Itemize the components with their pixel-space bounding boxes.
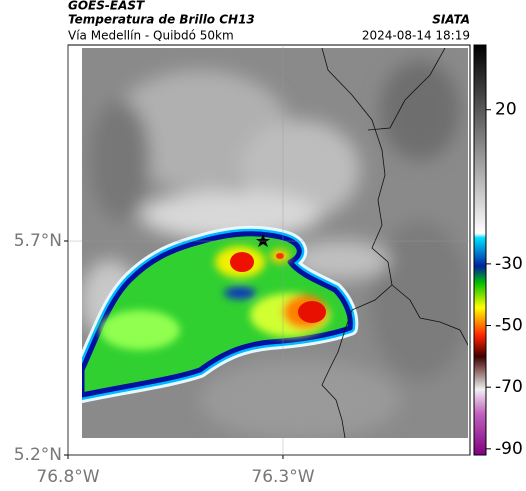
colorbar-tick-label: -50 (495, 316, 523, 336)
y-tick-label: 5.7°N (14, 231, 62, 251)
colorbar-tick-label: 20 (495, 100, 517, 120)
satellite-image (82, 48, 468, 438)
location-star (256, 234, 270, 247)
colorbar-tick-label: -90 (495, 439, 523, 459)
x-tick-label: 76.3°W (251, 467, 314, 487)
colorbar (473, 44, 487, 456)
title: Temperatura de Brillo CH13 (68, 13, 255, 27)
colorbar-tick-label: -70 (495, 377, 523, 397)
brand: SIATA (432, 13, 470, 27)
y-tick-label: 5.2°N (14, 445, 62, 465)
source: GOES-EAST (68, 0, 145, 13)
subtitle: Vía Medellín - Quibdó 50km (68, 29, 234, 43)
datetime: 2024-08-14 18:19 (362, 29, 470, 43)
colorbar-tick-label: -30 (495, 254, 523, 274)
x-tick-label: 76.8°W (36, 467, 99, 487)
